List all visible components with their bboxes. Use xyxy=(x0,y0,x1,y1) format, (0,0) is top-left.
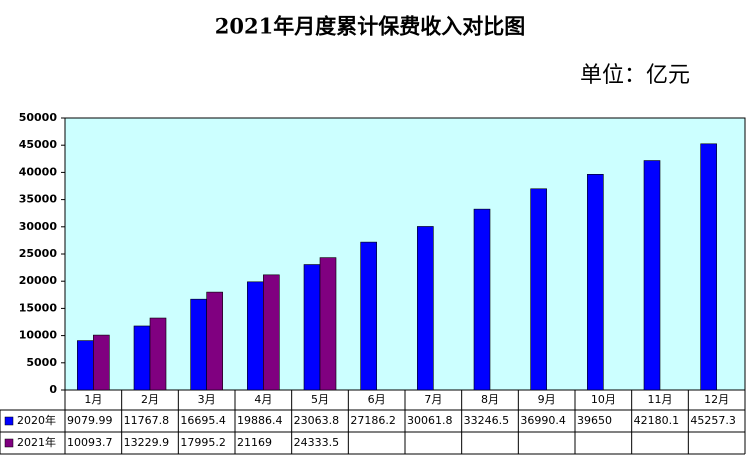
bar xyxy=(149,317,167,391)
legend-swatch xyxy=(4,416,14,426)
bar xyxy=(303,264,321,391)
bar xyxy=(190,298,207,391)
x-tick-label: 3月 xyxy=(198,393,216,406)
bar xyxy=(473,208,491,391)
x-tick-label: 7月 xyxy=(424,393,442,406)
bar xyxy=(77,340,94,391)
table-value: 21169 xyxy=(237,436,272,449)
x-tick-label: 1月 xyxy=(84,393,102,406)
bar xyxy=(700,143,717,391)
y-tick-label: 30000 xyxy=(19,220,58,233)
bar xyxy=(643,160,661,391)
legend-label: 2020年 xyxy=(17,413,56,427)
legend-label: 2021年 xyxy=(17,435,56,449)
chart-subtitle: 单位：亿元 xyxy=(580,63,690,88)
y-tick-label: 45000 xyxy=(19,138,58,151)
y-tick-label: 20000 xyxy=(19,274,58,287)
x-tick-label: 9月 xyxy=(538,393,556,406)
table-value: 16695.4 xyxy=(180,414,226,427)
bar xyxy=(319,257,337,391)
x-tick-label: 11月 xyxy=(648,393,673,406)
y-tick-label: 0 xyxy=(49,383,57,396)
y-tick-label: 50000 xyxy=(19,111,58,124)
table-value: 19886.4 xyxy=(237,414,283,427)
table-value: 11767.8 xyxy=(124,414,169,427)
x-tick-label: 10月 xyxy=(591,393,616,406)
bar xyxy=(417,226,434,391)
bar xyxy=(360,241,377,391)
table-value: 9079.99 xyxy=(67,414,113,427)
bar xyxy=(206,291,223,391)
x-tick-label: 6月 xyxy=(368,393,386,406)
x-tick-label: 5月 xyxy=(311,393,329,406)
table-value: 27186.2 xyxy=(350,414,396,427)
x-tick-label: 2月 xyxy=(141,393,159,406)
y-tick-label: 5000 xyxy=(26,356,57,369)
table-value: 36990.4 xyxy=(520,414,566,427)
table-value: 33246.5 xyxy=(464,414,510,427)
bar xyxy=(93,334,110,391)
table-value: 30061.8 xyxy=(407,414,453,427)
bar xyxy=(587,174,604,391)
table-value: 10093.7 xyxy=(67,436,113,449)
y-tick-label: 40000 xyxy=(19,165,58,178)
y-tick-label: 25000 xyxy=(19,247,58,260)
chart-title: 2021年月度累计保费收入对比图 xyxy=(215,14,525,39)
bar xyxy=(247,281,264,391)
table-value: 23063.8 xyxy=(294,414,340,427)
plot-area xyxy=(64,117,746,391)
x-tick-label: 8月 xyxy=(481,393,499,406)
table-value: 17995.2 xyxy=(180,436,226,449)
legend-swatch xyxy=(4,438,14,448)
table-value: 42180.1 xyxy=(634,414,680,427)
bar xyxy=(530,188,547,391)
table-value: 13229.9 xyxy=(124,436,169,449)
y-tick-label: 10000 xyxy=(19,329,58,342)
y-tick-label: 15000 xyxy=(19,301,58,314)
bar xyxy=(133,325,151,391)
x-tick-label: 4月 xyxy=(254,393,272,406)
table-value: 24333.5 xyxy=(294,436,340,449)
bar xyxy=(263,274,280,391)
x-tick-label: 12月 xyxy=(704,393,729,406)
y-tick-label: 35000 xyxy=(19,193,58,206)
table-value: 45257.3 xyxy=(690,414,736,427)
table-value: 39650 xyxy=(577,414,612,427)
